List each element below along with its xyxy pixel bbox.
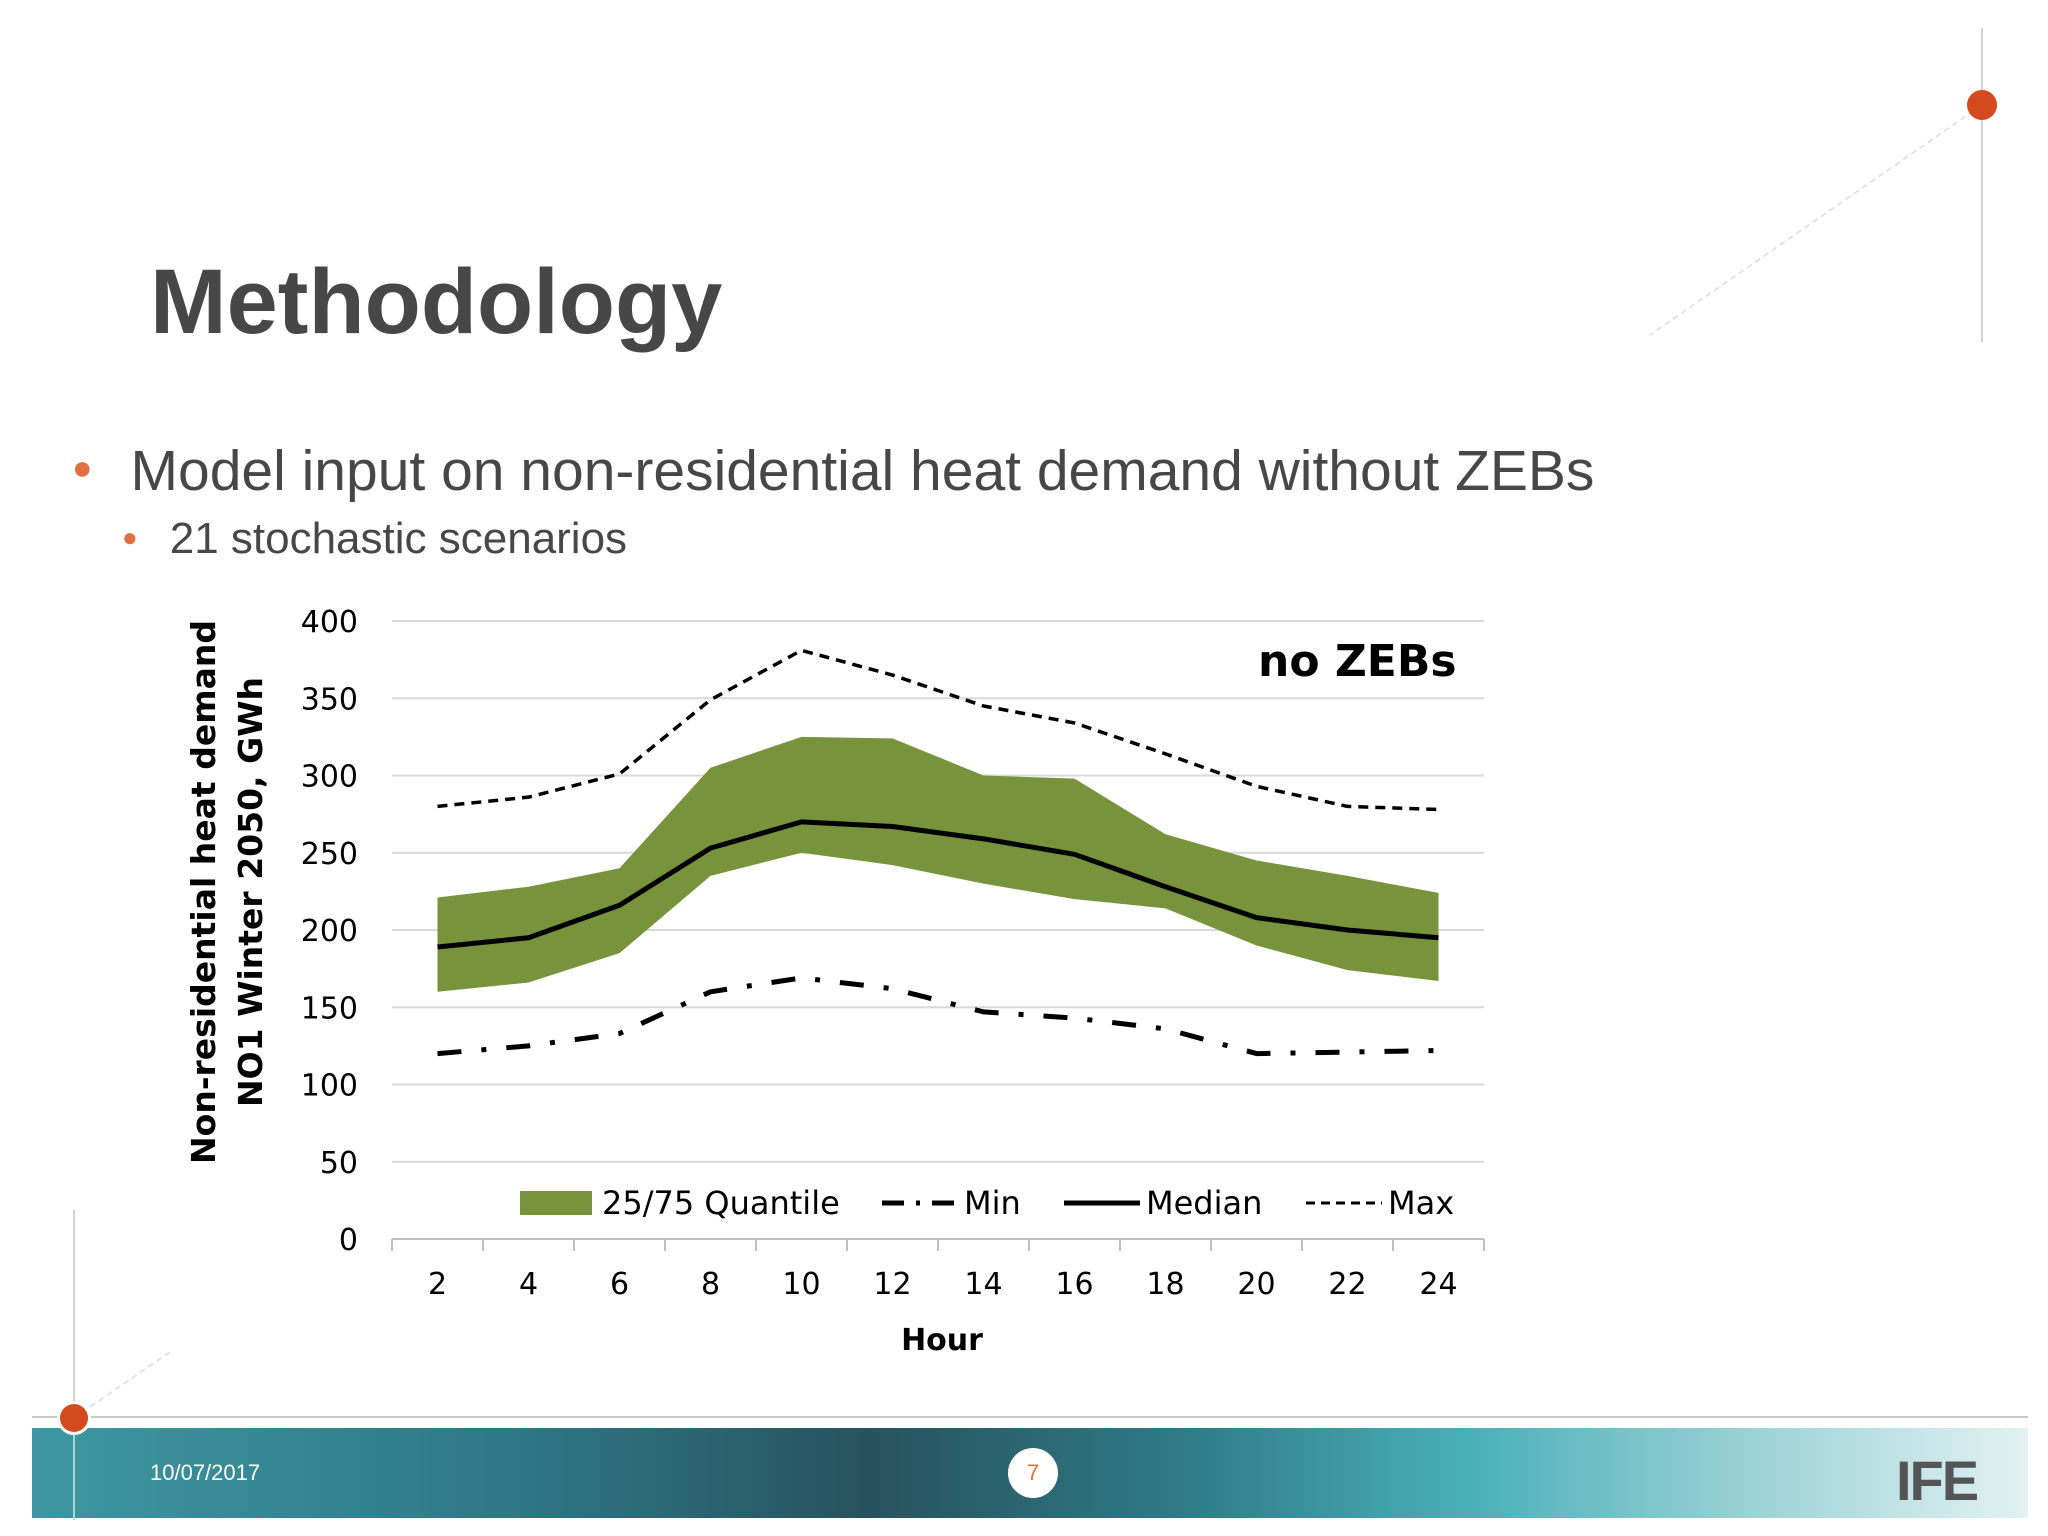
series-line-min xyxy=(437,975,1439,1057)
y-tick-label: 300 xyxy=(301,760,358,795)
x-tick-label: 2 xyxy=(428,1267,447,1302)
x-tick-label: 22 xyxy=(1328,1267,1366,1302)
x-axis-title: Hour xyxy=(901,1323,983,1358)
y-axis-title-line2: NO1 Winter 2050, GWh xyxy=(231,677,270,1107)
x-tick-label: 24 xyxy=(1419,1267,1457,1302)
bullet-secondary: ● 21 stochastic scenarios xyxy=(122,514,627,564)
bullet-primary-text: Model input on non-residential heat dema… xyxy=(130,439,1595,503)
page-number-badge: 7 xyxy=(1008,1448,1058,1498)
y-tick-label: 350 xyxy=(301,682,358,717)
ife-logo: IFE xyxy=(1896,1449,1979,1512)
legend-swatch-quantile xyxy=(520,1191,592,1215)
decor-diagonal-line-bottom xyxy=(73,1351,171,1419)
legend-label-max: Max xyxy=(1388,1184,1454,1222)
y-tick-label: 400 xyxy=(301,605,358,640)
y-tick-label: 50 xyxy=(320,1146,358,1181)
chart-legend: 25/75 Quantile Min Median Max xyxy=(520,1184,1454,1222)
chart-annotation: no ZEBs xyxy=(1258,636,1457,687)
x-tick-label: 14 xyxy=(964,1267,1002,1302)
bullet-dot-icon: ● xyxy=(72,449,93,488)
bullet-primary: ● Model input on non-residential heat dem… xyxy=(72,438,1594,504)
y-tick-label: 150 xyxy=(301,991,358,1026)
legend-label-min: Min xyxy=(964,1184,1021,1222)
x-tick-label: 10 xyxy=(782,1267,820,1302)
series-line-max xyxy=(437,648,1439,812)
footer-divider xyxy=(32,1416,2028,1418)
decor-diagonal-line-top xyxy=(1649,104,1983,336)
x-tick-label: 6 xyxy=(610,1267,629,1302)
y-tick-label: 200 xyxy=(301,914,358,949)
x-tick-label: 16 xyxy=(1055,1267,1093,1302)
bullet-dot-icon: ● xyxy=(122,521,138,552)
y-tick-label: 0 xyxy=(339,1223,358,1258)
x-tick-label: 4 xyxy=(519,1267,538,1302)
x-tick-label: 20 xyxy=(1237,1267,1275,1302)
y-tick-label: 100 xyxy=(301,1069,358,1104)
footer-date: 10/07/2017 xyxy=(150,1460,261,1485)
quantile-band xyxy=(437,736,1439,992)
legend-label-median: Median xyxy=(1146,1184,1262,1222)
legend-label-quantile: 25/75 Quantile xyxy=(602,1184,840,1222)
decor-dot-icon-top xyxy=(1967,90,1997,120)
x-tick-label: 18 xyxy=(1146,1267,1184,1302)
series-line-median xyxy=(437,819,1439,950)
bullet-secondary-text: 21 stochastic scenarios xyxy=(169,514,628,563)
y-axis-title-line1: Non-residential heat demand xyxy=(184,620,223,1164)
x-tick-label: 8 xyxy=(701,1267,720,1302)
x-tick-label: 12 xyxy=(873,1267,911,1302)
slide-title: Methodology xyxy=(150,251,723,353)
y-tick-label: 250 xyxy=(301,837,358,872)
